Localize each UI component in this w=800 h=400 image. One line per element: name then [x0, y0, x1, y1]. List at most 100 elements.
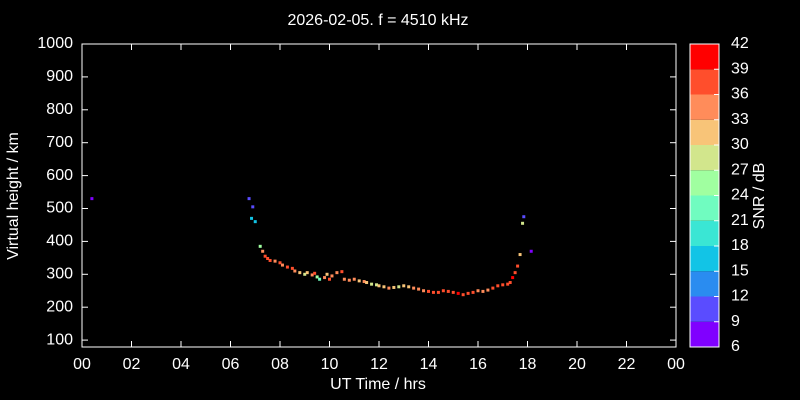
data-point [370, 282, 374, 286]
x-tick-label: 22 [618, 356, 636, 373]
data-point [285, 265, 289, 269]
data-point [427, 289, 430, 293]
colorbar-bin [690, 94, 719, 120]
data-point [365, 281, 369, 285]
data-point [431, 290, 435, 294]
data-point [377, 284, 381, 288]
y-tick-label: 400 [46, 233, 73, 250]
data-point [501, 283, 505, 287]
data-point [247, 197, 251, 201]
data-point [456, 291, 460, 295]
x-tick-label: 04 [172, 356, 190, 373]
data-point [335, 271, 339, 275]
colorbar-tick-label: 15 [731, 262, 749, 279]
data-point [471, 290, 475, 294]
colorbar-bin [690, 170, 719, 196]
data-point [268, 258, 272, 262]
data-point [330, 274, 334, 278]
colorbar-tick-label: 21 [731, 212, 749, 229]
data-point [273, 259, 277, 263]
y-tick-label: 1000 [37, 35, 73, 52]
data-point [298, 271, 302, 275]
x-tick-label: 02 [123, 356, 141, 373]
colorbar-tick-label: 42 [731, 35, 749, 52]
x-axis-label: UT Time / hrs [330, 376, 426, 393]
data-point [293, 269, 297, 273]
data-point [290, 266, 294, 270]
x-tick-label: 18 [519, 356, 537, 373]
colorbar-tick-label: 6 [731, 338, 740, 355]
data-point [352, 277, 356, 281]
colorbar-tick-label: 24 [731, 187, 749, 204]
y-tick-label: 900 [46, 68, 73, 85]
data-point [446, 289, 450, 293]
data-point [323, 276, 327, 280]
x-tick-label: 00 [73, 356, 91, 373]
x-tick-label: 08 [271, 356, 289, 373]
plot-frame [81, 43, 677, 348]
data-point [417, 287, 421, 291]
colorbar-tick-label: 39 [731, 60, 749, 77]
data-point [310, 273, 314, 277]
colorbar-tick-label: 33 [731, 111, 749, 128]
y-axis-label: Virtual height / km [5, 132, 22, 260]
data-point [90, 197, 94, 201]
data-point [412, 286, 416, 290]
x-tick-label: 10 [321, 356, 339, 373]
colorbar-bin [690, 195, 719, 221]
colorbar-bin [690, 119, 719, 145]
data-point [261, 249, 265, 253]
data-point [436, 290, 440, 294]
data-point [303, 272, 307, 276]
y-tick-label: 700 [46, 134, 73, 151]
data-point [328, 277, 331, 281]
x-tick-label: 06 [222, 356, 240, 373]
colorbar-tick-label: 36 [731, 86, 749, 103]
data-point [278, 261, 282, 265]
data-point [258, 244, 262, 248]
data-point [342, 277, 346, 281]
colorbar-bin [690, 296, 719, 322]
data-point [325, 272, 329, 276]
colorbar-bin [690, 321, 719, 347]
colorbar-bin [690, 44, 719, 70]
data-point [251, 205, 255, 209]
data-point [451, 290, 455, 294]
data-point [506, 282, 510, 286]
data-point [347, 278, 351, 282]
colorbar-bin [690, 271, 719, 297]
data-point [422, 289, 426, 293]
data-point [486, 288, 490, 292]
data-point [513, 271, 517, 275]
data-point [357, 279, 361, 283]
colorbar-bin [690, 69, 719, 95]
data-point [516, 264, 520, 268]
data-point [466, 291, 470, 295]
y-tick-label: 800 [46, 101, 73, 118]
data-point [522, 215, 526, 219]
y-tick-label: 500 [46, 200, 73, 217]
x-tick-label: 20 [568, 356, 586, 373]
data-point [382, 285, 386, 289]
data-point [529, 249, 533, 253]
x-tick-label: 14 [420, 356, 438, 373]
data-point [521, 221, 525, 225]
data-point [362, 280, 366, 284]
data-point [340, 270, 344, 274]
data-point [511, 276, 515, 280]
colorbar-bin [690, 145, 719, 171]
data-point [407, 285, 411, 289]
colorbar-tick-label: 9 [731, 313, 740, 330]
data-point [313, 271, 317, 275]
data-point [315, 275, 319, 279]
data-point [318, 277, 322, 281]
data-point [518, 253, 522, 257]
data-point [392, 285, 396, 289]
colorbar-tick-label: 30 [731, 136, 749, 153]
data-point [375, 283, 379, 287]
data-point [496, 284, 500, 288]
data-point [508, 281, 512, 285]
data-point [461, 293, 465, 297]
data-point [253, 220, 257, 224]
